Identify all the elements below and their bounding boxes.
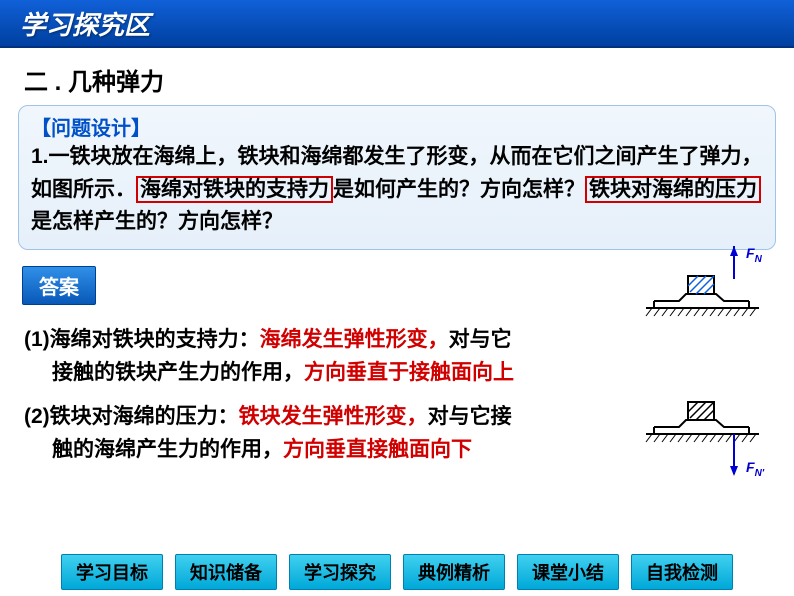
a1-p1: 海绵对铁块的支持力： xyxy=(50,328,260,351)
a1-p2: 对与它 xyxy=(449,328,512,351)
question-text: 1.一铁块放在海绵上，铁块和海绵都发生了形变，从而在它们之间产生了弹力，如图所示… xyxy=(31,141,763,239)
nav-summary[interactable]: 课堂小结 xyxy=(517,554,619,590)
nav-example[interactable]: 典例精析 xyxy=(403,554,505,590)
nav-knowledge[interactable]: 知识储备 xyxy=(175,554,277,590)
nav-explore[interactable]: 学习探究 xyxy=(289,554,391,590)
a2-num: (2) xyxy=(24,405,50,428)
fn-sub: N xyxy=(755,254,763,265)
a1-r1: 海绵发生弹性形变， xyxy=(260,328,449,351)
q-mid2: 是怎样产生的？方向怎样？ xyxy=(31,210,283,233)
a2-r1: 铁块发生弹性形变， xyxy=(239,405,428,428)
header-bar: 学习探究区 xyxy=(0,0,794,48)
q-highlight-2: 铁块对海绵的压力 xyxy=(585,176,761,203)
answer-button[interactable]: 答案 xyxy=(22,266,96,305)
question-label: 【问题设计】 xyxy=(31,112,763,141)
nav-self-test[interactable]: 自我检测 xyxy=(631,554,733,590)
a2-p1: 铁块对海绵的压力： xyxy=(50,405,239,428)
a2-p3: 触的海绵产生力的作用， xyxy=(52,438,283,461)
fn2-sub: N' xyxy=(755,468,765,479)
svg-text:FN: FN xyxy=(746,246,763,265)
q-mid1: 是如何产生的？方向怎样？ xyxy=(333,178,585,201)
a2-r2: 方向垂直接触面向下 xyxy=(283,438,472,461)
a1-r2: 方向垂直于接触面向上 xyxy=(304,361,514,384)
header-title: 学习探究区 xyxy=(20,5,150,42)
nav-goal[interactable]: 学习目标 xyxy=(61,554,163,590)
a1-num: (1) xyxy=(24,328,50,351)
section-title: 二 . 几种弹力 xyxy=(24,62,794,97)
answer-1: (1)海绵对铁块的支持力：海绵发生弹性形变，对与它 接触的铁块产生力的作用，方向… xyxy=(24,323,770,390)
question-box: 【问题设计】 1.一铁块放在海绵上，铁块和海绵都发生了形变，从而在它们之间产生了… xyxy=(18,105,776,250)
answer-2: (2)铁块对海绵的压力：铁块发生弹性形变，对与它接 触的海绵产生力的作用，方向垂… xyxy=(24,400,770,467)
bottom-nav: 学习目标 知识储备 学习探究 典例精析 课堂小结 自我检测 xyxy=(0,554,794,590)
a1-p3: 接触的铁块产生力的作用， xyxy=(52,361,304,384)
a2-p2: 对与它接 xyxy=(428,405,512,428)
q-highlight-1: 海绵对铁块的支持力 xyxy=(136,176,333,203)
